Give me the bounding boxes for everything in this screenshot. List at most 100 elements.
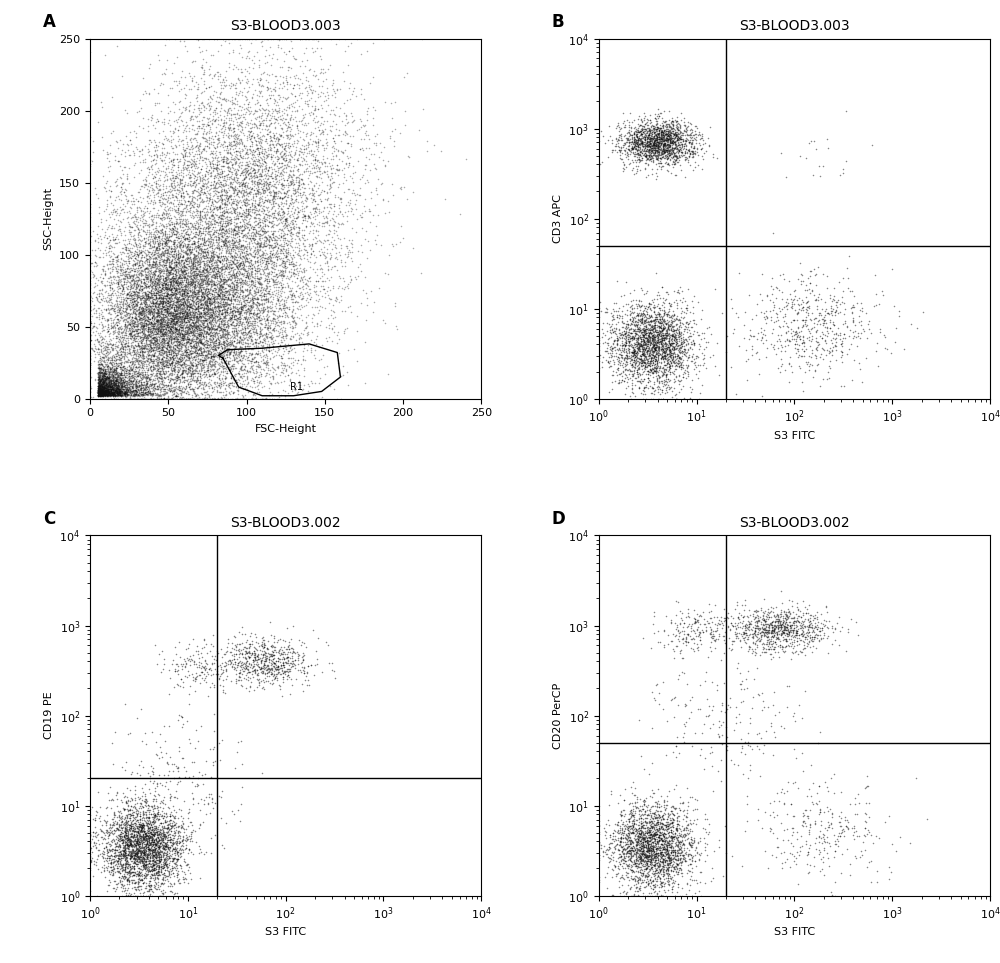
Point [241, 230, 257, 246]
Point [225, 180, 241, 195]
Point [326, 107, 342, 122]
Point [225, 195, 241, 211]
Point [851, 314, 867, 329]
Point [798, 606, 814, 621]
Point [163, 316, 179, 331]
Point [134, 307, 150, 323]
Point [166, 183, 182, 198]
Point [613, 853, 629, 869]
Point [290, 362, 306, 377]
Point [141, 351, 157, 366]
Point [126, 238, 142, 253]
Point [131, 243, 147, 258]
Point [196, 338, 212, 353]
Point [154, 319, 170, 334]
Point [295, 352, 311, 368]
Point [633, 828, 649, 844]
Point [655, 851, 671, 867]
Point [668, 114, 684, 129]
Point [656, 349, 672, 364]
Point [668, 351, 684, 367]
Point [803, 321, 819, 336]
Point [658, 822, 674, 838]
Point [863, 874, 879, 890]
Point [136, 288, 152, 303]
Point [668, 128, 684, 143]
Point [293, 176, 309, 192]
Point [651, 122, 667, 138]
Point [288, 284, 304, 299]
Point [144, 310, 160, 325]
Point [215, 71, 231, 87]
Point [671, 130, 687, 145]
Point [131, 391, 147, 406]
Point [90, 333, 106, 349]
Point [697, 854, 713, 870]
Point [203, 357, 219, 373]
Point [194, 238, 210, 253]
Point [347, 164, 363, 179]
Point [300, 326, 316, 342]
Point [91, 378, 107, 394]
Point [157, 352, 173, 368]
Point [680, 316, 696, 331]
Point [271, 389, 287, 404]
Point [141, 290, 157, 305]
Point [221, 283, 237, 299]
Point [219, 195, 235, 211]
Point [166, 104, 182, 119]
Point [128, 333, 144, 349]
Point [256, 202, 272, 218]
Point [142, 391, 158, 406]
Point [196, 342, 212, 357]
Point [171, 325, 187, 340]
Point [655, 309, 671, 325]
Point [268, 232, 284, 247]
Point [140, 309, 156, 325]
Point [141, 143, 157, 159]
Point [274, 351, 290, 366]
Point [160, 332, 176, 348]
Point [161, 240, 177, 255]
Point [630, 329, 646, 345]
Point [137, 312, 153, 327]
Point [267, 344, 283, 359]
Point [144, 860, 160, 875]
Point [182, 283, 198, 299]
Point [753, 628, 769, 643]
Point [101, 371, 117, 386]
Point [173, 278, 189, 294]
Point [252, 348, 268, 363]
Point [663, 849, 679, 865]
Point [614, 329, 630, 345]
Point [675, 147, 691, 163]
Point [687, 357, 703, 373]
Point [184, 294, 200, 309]
Point [103, 391, 119, 406]
Point [246, 204, 262, 220]
Point [170, 353, 186, 369]
Point [654, 836, 670, 851]
Point [129, 849, 145, 865]
Point [643, 130, 659, 145]
Point [277, 258, 293, 273]
Point [259, 165, 275, 180]
Point [182, 297, 198, 312]
Point [191, 309, 207, 325]
Point [111, 378, 127, 394]
Point [290, 247, 306, 263]
Point [132, 824, 148, 840]
Point [107, 353, 123, 369]
Point [670, 671, 686, 687]
Point [130, 369, 146, 384]
Point [659, 339, 675, 354]
Point [201, 267, 217, 282]
Point [179, 304, 195, 320]
Point [194, 268, 210, 283]
Point [129, 846, 145, 861]
Point [250, 347, 266, 362]
Point [231, 248, 247, 264]
Point [653, 138, 669, 153]
Point [82, 288, 98, 303]
Point [831, 610, 847, 625]
